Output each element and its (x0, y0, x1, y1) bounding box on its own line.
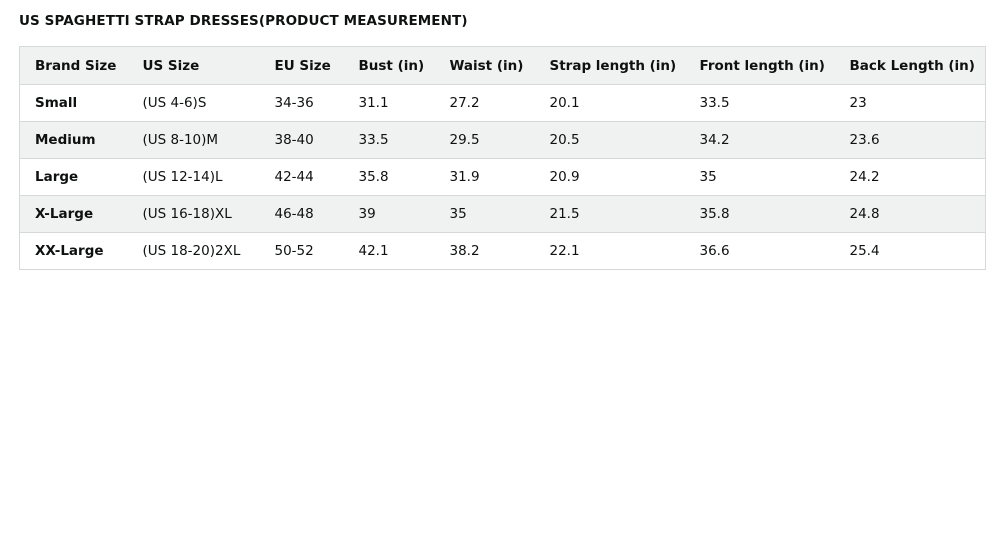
cell-brand-size: XX-Large (19, 232, 128, 270)
cell-us-size: (US 18-20)2XL (127, 232, 260, 270)
header-back-length: Back Length (in) (834, 46, 986, 85)
cell-front-length: 35 (684, 158, 835, 196)
cell-back-length: 23.6 (834, 121, 986, 159)
header-row: Brand Size US Size EU Size Bust (in) Wai… (19, 46, 986, 85)
cell-front-length: 34.2 (684, 121, 835, 159)
cell-brand-size: X-Large (19, 195, 128, 233)
cell-eu-size: 50-52 (259, 232, 344, 270)
cell-back-length: 24.2 (834, 158, 986, 196)
cell-strap-length: 22.1 (534, 232, 685, 270)
cell-bust: 39 (343, 195, 435, 233)
cell-bust: 33.5 (343, 121, 435, 159)
cell-strap-length: 20.1 (534, 84, 685, 122)
cell-back-length: 23 (834, 84, 986, 122)
table-row: XX-Large (US 18-20)2XL 50-52 42.1 38.2 2… (19, 232, 986, 270)
table-row: Small (US 4-6)S 34-36 31.1 27.2 20.1 33.… (19, 84, 986, 122)
cell-front-length: 33.5 (684, 84, 835, 122)
table-title: US SPAGHETTI STRAP DRESSES(PRODUCT MEASU… (19, 13, 468, 29)
cell-strap-length: 20.5 (534, 121, 685, 159)
cell-waist: 35 (434, 195, 535, 233)
cell-us-size: (US 16-18)XL (127, 195, 260, 233)
cell-eu-size: 46-48 (259, 195, 344, 233)
cell-front-length: 36.6 (684, 232, 835, 270)
cell-waist: 31.9 (434, 158, 535, 196)
table-row: Medium (US 8-10)M 38-40 33.5 29.5 20.5 3… (19, 121, 986, 159)
cell-us-size: (US 4-6)S (127, 84, 260, 122)
cell-back-length: 25.4 (834, 232, 986, 270)
table-row: Large (US 12-14)L 42-44 35.8 31.9 20.9 3… (19, 158, 986, 196)
cell-waist: 29.5 (434, 121, 535, 159)
cell-us-size: (US 12-14)L (127, 158, 260, 196)
header-front-length: Front length (in) (684, 46, 835, 85)
header-bust: Bust (in) (343, 46, 435, 85)
header-brand-size: Brand Size (19, 46, 128, 85)
cell-waist: 27.2 (434, 84, 535, 122)
cell-eu-size: 42-44 (259, 158, 344, 196)
header-eu-size: EU Size (259, 46, 344, 85)
cell-eu-size: 38-40 (259, 121, 344, 159)
cell-bust: 31.1 (343, 84, 435, 122)
table-row: X-Large (US 16-18)XL 46-48 39 35 21.5 35… (19, 195, 986, 233)
cell-eu-size: 34-36 (259, 84, 344, 122)
cell-strap-length: 20.9 (534, 158, 685, 196)
header-waist: Waist (in) (434, 46, 535, 85)
cell-waist: 38.2 (434, 232, 535, 270)
cell-brand-size: Large (19, 158, 128, 196)
cell-bust: 42.1 (343, 232, 435, 270)
cell-front-length: 35.8 (684, 195, 835, 233)
cell-brand-size: Medium (19, 121, 128, 159)
cell-brand-size: Small (19, 84, 128, 122)
cell-back-length: 24.8 (834, 195, 986, 233)
cell-bust: 35.8 (343, 158, 435, 196)
cell-us-size: (US 8-10)M (127, 121, 260, 159)
header-us-size: US Size (127, 46, 260, 85)
size-chart-table: Brand Size US Size EU Size Bust (in) Wai… (19, 46, 986, 270)
cell-strap-length: 21.5 (534, 195, 685, 233)
header-strap-length: Strap length (in) (534, 46, 685, 85)
